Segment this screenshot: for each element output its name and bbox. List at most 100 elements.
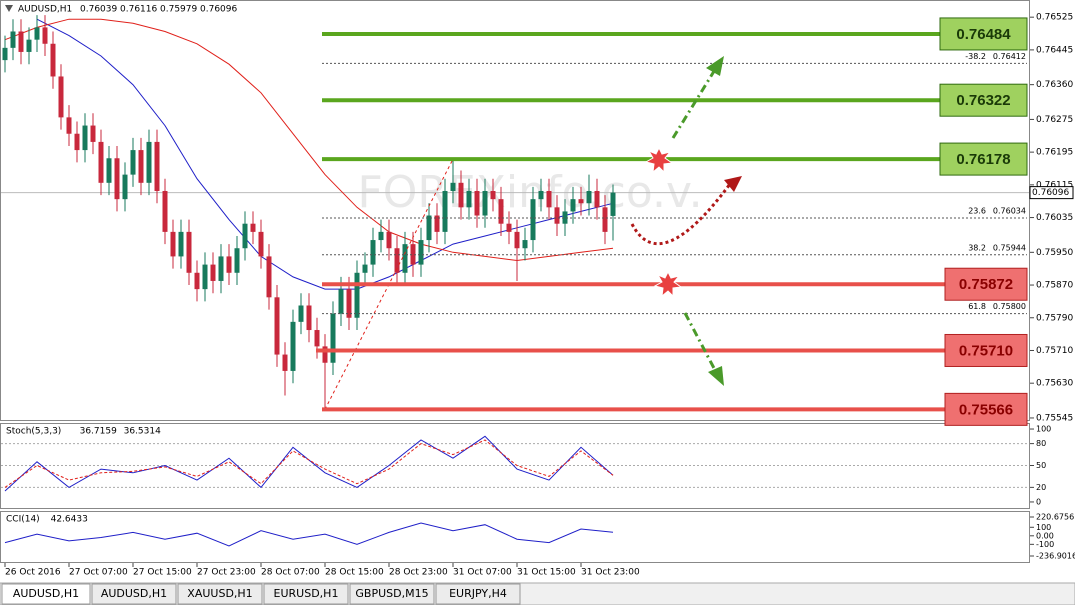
fib-price: 0.76034 xyxy=(993,206,1026,215)
fib-price: 0.75944 xyxy=(993,243,1026,252)
level-label: 0.75566 xyxy=(959,401,1013,418)
y-tick-label: 0.75870 xyxy=(1036,281,1073,291)
level-box xyxy=(939,142,1028,176)
y-tick-label: 0.75710 xyxy=(1036,346,1073,356)
header-value: 0.76096 xyxy=(200,5,237,15)
indicator-line xyxy=(4,439,614,488)
candle-body xyxy=(570,199,576,212)
candle-body xyxy=(394,248,400,273)
y-tick-label: 100 xyxy=(1036,523,1051,532)
level-box xyxy=(939,83,1028,117)
x-tick-label: 27 Oct 15:00 xyxy=(133,568,192,578)
candle-body xyxy=(546,190,552,208)
main-plot: 0.76525 0.76445 0.76360 0.76275 0.76195 0.761… xyxy=(1,5,1074,578)
candle-body xyxy=(418,240,424,265)
y-tick-label: 0.75545 xyxy=(1036,413,1073,423)
candle-body xyxy=(210,264,216,281)
candle-body xyxy=(458,182,464,208)
level-box xyxy=(939,17,1028,51)
candle-body xyxy=(194,272,200,290)
y-tick-label: 0.75630 xyxy=(1036,379,1073,389)
candle-body xyxy=(130,150,136,175)
tab[interactable] xyxy=(1,583,91,605)
candle-body xyxy=(530,199,536,241)
candle-body xyxy=(586,190,592,204)
x-tick-label: 28 Oct 07:00 xyxy=(261,568,320,578)
fib-ratio: 23.6 xyxy=(968,206,986,215)
y-tick-label: 0.76360 xyxy=(1036,80,1073,90)
level-label: 0.75710 xyxy=(959,342,1013,359)
candle-body xyxy=(218,256,224,281)
level-box xyxy=(944,267,1028,301)
candle-body xyxy=(266,256,272,298)
candle-body xyxy=(442,190,448,232)
tab[interactable] xyxy=(435,583,521,605)
tab-label[interactable]: EURUSD,H1 xyxy=(274,587,339,600)
candle-body xyxy=(274,297,280,355)
level-label: 0.76178 xyxy=(956,151,1010,168)
candle-body xyxy=(138,150,144,183)
candle-body xyxy=(202,264,208,290)
x-tick-label: 27 Oct 07:00 xyxy=(69,568,128,578)
candle-body xyxy=(402,244,408,273)
candle-body xyxy=(170,231,176,257)
candle-body xyxy=(362,264,368,273)
candle-body xyxy=(386,231,392,249)
annotations xyxy=(630,56,742,386)
y-tick-label: 0 xyxy=(1036,497,1041,506)
candle-body xyxy=(562,211,568,224)
tab-label[interactable]: EURJPY,H4 xyxy=(449,587,507,600)
chart-title: AUDUSD,H1 xyxy=(18,5,72,15)
x-tick-label: 31 Oct 23:00 xyxy=(581,568,640,578)
candle-body xyxy=(122,174,128,200)
candle-body xyxy=(602,207,608,232)
fib-ratio: -38.2 xyxy=(965,52,986,61)
candle-body xyxy=(306,305,312,331)
candle-body xyxy=(2,47,8,61)
candle-body xyxy=(466,190,472,208)
main-frame xyxy=(0,0,1030,421)
candle-body xyxy=(42,27,48,44)
candle-body xyxy=(154,141,160,191)
candle-body xyxy=(354,272,360,318)
candle-body xyxy=(186,231,192,273)
tab-label[interactable]: GBPUSD,M15 xyxy=(355,587,428,600)
candle-body xyxy=(450,182,456,191)
up-arrow xyxy=(671,67,718,139)
tab-label[interactable]: XAUUSD,H1 xyxy=(187,587,252,600)
tab[interactable] xyxy=(91,583,177,605)
tab-label[interactable]: AUDUSD,H1 xyxy=(101,587,167,600)
candle-body xyxy=(34,27,40,40)
header-value: 0.76039 xyxy=(80,5,117,15)
candle-body xyxy=(554,207,560,224)
candle-body xyxy=(298,305,304,322)
tab[interactable] xyxy=(349,583,435,605)
scenario-arrow xyxy=(630,183,732,246)
candle-body xyxy=(610,192,616,216)
candle-body xyxy=(474,190,480,216)
candle-body xyxy=(514,231,520,249)
candle-body xyxy=(378,231,384,241)
y-tick-label: 80 xyxy=(1036,439,1046,448)
panel-value: 36.7159 xyxy=(80,427,117,437)
tab[interactable] xyxy=(177,583,263,605)
cci-frame xyxy=(0,511,1030,563)
indicator-line xyxy=(4,522,614,547)
level-label: 0.76484 xyxy=(956,26,1011,43)
candle-body xyxy=(242,223,248,249)
candle-body xyxy=(178,231,184,257)
x-tick-label: 26 Oct 2016 xyxy=(5,568,61,578)
y-tick-label: 220.6756 xyxy=(1036,512,1074,521)
y-tick-label: 20 xyxy=(1036,483,1046,492)
tab-label[interactable]: AUDUSD,H1 xyxy=(13,587,79,600)
fib-ratio: 61.8 xyxy=(968,302,986,311)
level-label: 0.75872 xyxy=(959,276,1013,293)
tab[interactable] xyxy=(263,583,349,605)
candle-body xyxy=(250,223,256,232)
moving-average xyxy=(4,18,614,262)
y-tick-label: 0.76445 xyxy=(1036,45,1073,55)
x-tick-label: 28 Oct 15:00 xyxy=(325,568,384,578)
price-box xyxy=(1029,186,1074,200)
y-tick-label: -236.9016 xyxy=(1036,551,1075,560)
y-tick-label: 50 xyxy=(1036,461,1046,470)
